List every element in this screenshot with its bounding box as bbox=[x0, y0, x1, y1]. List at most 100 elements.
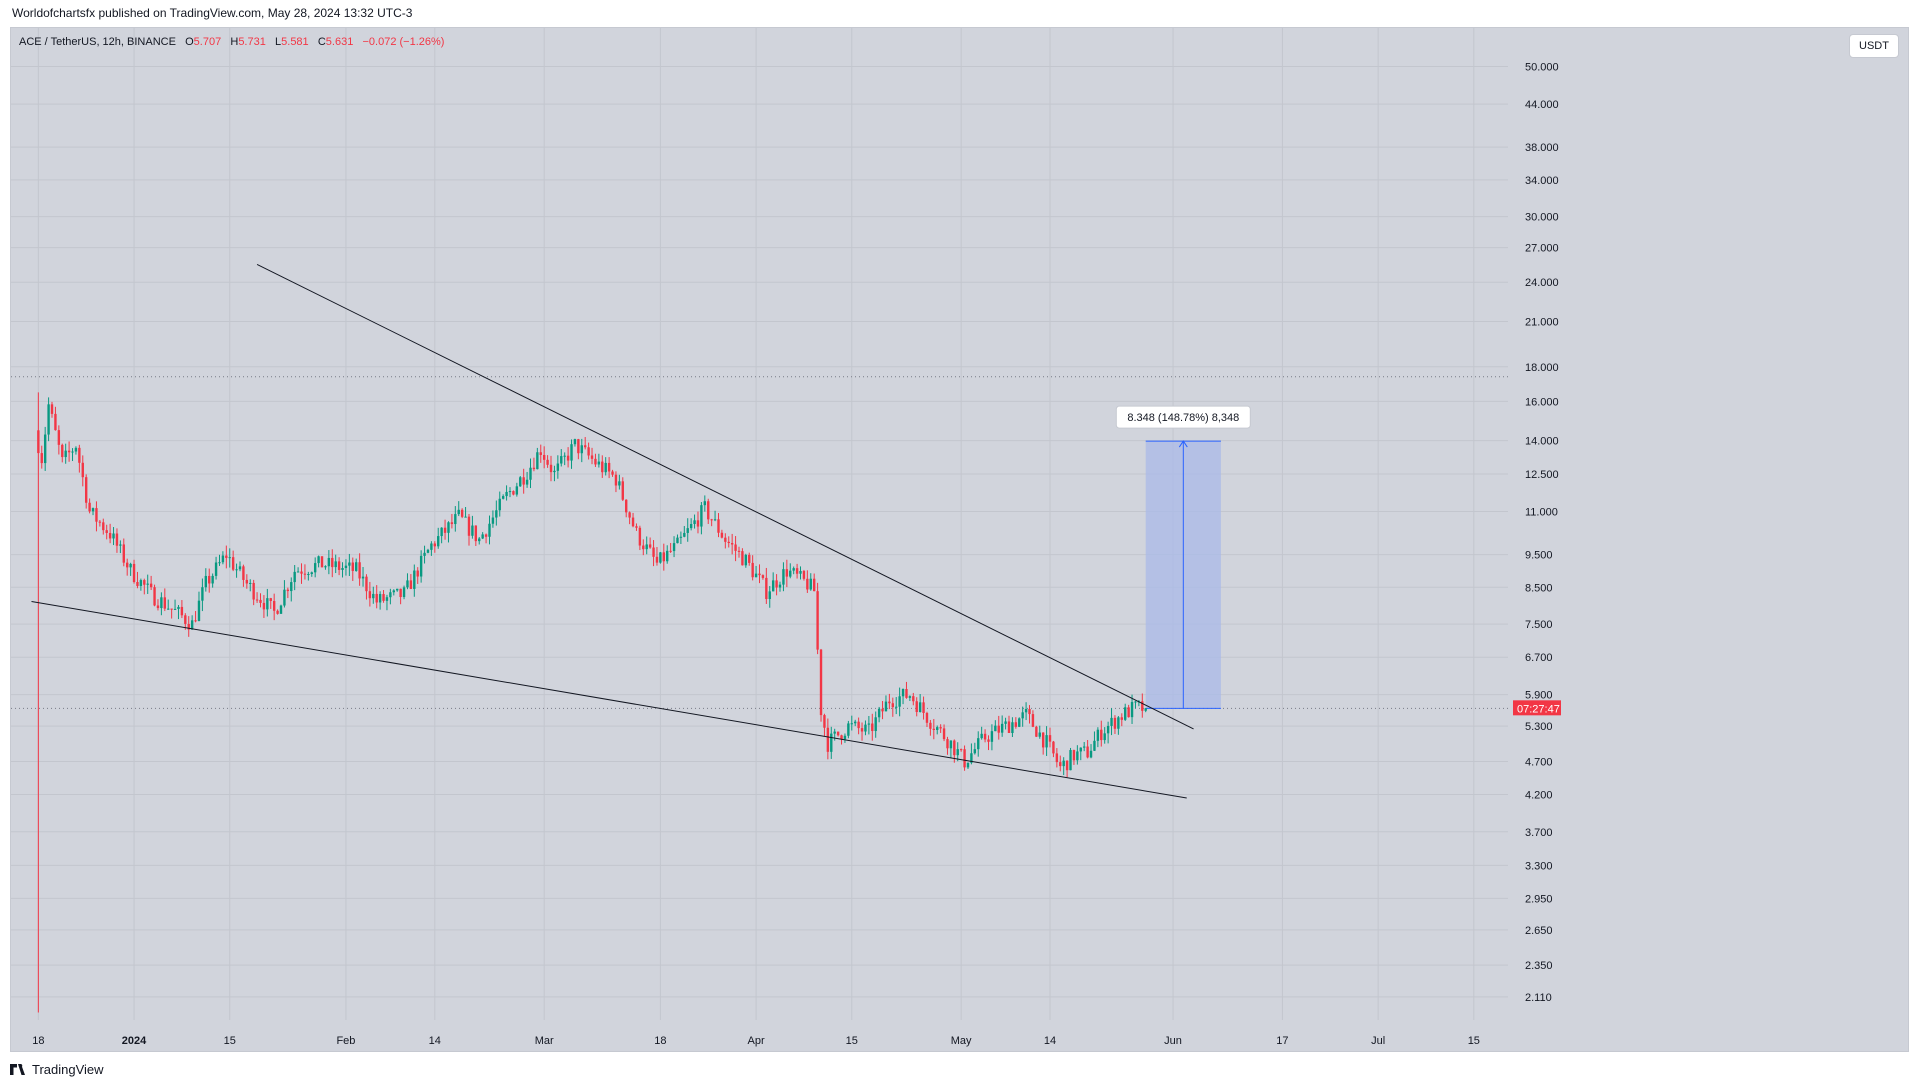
candle-body bbox=[734, 544, 737, 551]
candle bbox=[1045, 726, 1048, 756]
candle-body bbox=[918, 702, 922, 713]
candle-body bbox=[1024, 709, 1028, 713]
trend-lines[interactable] bbox=[31, 263, 1194, 799]
candle-body bbox=[737, 550, 741, 552]
candle-body bbox=[467, 516, 471, 536]
candle bbox=[778, 581, 782, 592]
candle bbox=[136, 571, 139, 589]
candle bbox=[344, 559, 348, 576]
candle-body bbox=[478, 538, 481, 542]
candle bbox=[532, 457, 536, 472]
candle-body bbox=[529, 467, 532, 480]
candle bbox=[430, 541, 433, 556]
candle bbox=[201, 578, 204, 612]
candle-body bbox=[1004, 721, 1007, 724]
candle bbox=[307, 571, 310, 581]
candle-body bbox=[102, 522, 105, 531]
candle-body bbox=[994, 725, 997, 732]
open-value: 5.707 bbox=[193, 36, 222, 48]
price-range-tool[interactable]: 8.348 (148.78%) 8,348 bbox=[1115, 405, 1251, 709]
candle-body bbox=[358, 562, 361, 579]
candle-body bbox=[895, 706, 898, 708]
candle-body bbox=[290, 582, 293, 592]
x-tick-label: 15 bbox=[846, 1035, 858, 1047]
candle-body bbox=[744, 554, 748, 566]
candle bbox=[95, 501, 98, 532]
candle-body bbox=[683, 532, 686, 537]
candle-body bbox=[864, 724, 867, 732]
candle-body bbox=[669, 550, 672, 552]
candle bbox=[761, 574, 765, 580]
upper-trend-line[interactable] bbox=[256, 263, 1194, 730]
candle bbox=[64, 443, 67, 464]
candle bbox=[37, 392, 40, 1013]
candle-body bbox=[525, 479, 529, 485]
candle bbox=[378, 591, 382, 610]
candle-body bbox=[532, 467, 536, 470]
price-axis[interactable]: 2.110 2.350 2.650 2.950 3.300 3.700 4.200 4.700… bbox=[1513, 62, 1561, 1004]
candle bbox=[57, 425, 61, 455]
candle bbox=[423, 545, 426, 564]
candle-body bbox=[368, 591, 372, 599]
candle bbox=[672, 536, 676, 558]
x-tick-label: 18 bbox=[654, 1035, 666, 1047]
publication-header: Worldofchartsfx published on TradingView… bbox=[12, 6, 413, 20]
candle-body bbox=[508, 491, 512, 493]
candle-body bbox=[672, 543, 676, 552]
currency-button[interactable]: USDT bbox=[1849, 34, 1899, 58]
tradingview-logo[interactable]: TradingView bbox=[10, 1062, 104, 1077]
candle-body bbox=[385, 597, 389, 601]
candle bbox=[102, 518, 105, 535]
candle bbox=[495, 500, 498, 526]
candle-body bbox=[1124, 707, 1127, 720]
candle bbox=[587, 442, 590, 460]
candle-body bbox=[536, 452, 539, 470]
candle-body bbox=[320, 556, 324, 568]
candle-body bbox=[122, 544, 125, 563]
candle-body bbox=[488, 523, 491, 537]
y-tick-label: 38.000 bbox=[1525, 142, 1559, 154]
time-axis[interactable]: 18 2024 15 Feb 14 Mar 18 Apr 15 May 14 Jun 17 Jul 15 bbox=[32, 1035, 1480, 1047]
price-range-arrow-head bbox=[1178, 440, 1188, 448]
candle bbox=[440, 527, 443, 544]
candle bbox=[78, 444, 81, 473]
candle bbox=[409, 574, 413, 590]
candle-body bbox=[659, 552, 662, 563]
candle bbox=[597, 453, 601, 468]
price-chart[interactable]: 8.348 (148.78%) 8,348 2.110 2.350 2.650 2.9… bbox=[11, 28, 1909, 1052]
candle bbox=[679, 531, 683, 545]
candle-body bbox=[840, 735, 843, 740]
candle bbox=[464, 506, 467, 518]
candle bbox=[1110, 708, 1113, 736]
candle-body bbox=[501, 496, 505, 499]
x-tick-label: 15 bbox=[1468, 1035, 1480, 1047]
candle bbox=[748, 552, 751, 566]
candle bbox=[686, 518, 689, 542]
candle-body bbox=[990, 731, 994, 742]
candle-body bbox=[936, 727, 939, 730]
candle-body bbox=[498, 498, 501, 511]
candle-body bbox=[638, 527, 642, 546]
candle-body bbox=[1041, 732, 1045, 748]
candle bbox=[536, 447, 539, 470]
candle bbox=[1007, 715, 1011, 734]
candle bbox=[484, 533, 488, 544]
candle-body bbox=[310, 572, 313, 575]
candle-body bbox=[696, 520, 700, 527]
candle bbox=[833, 728, 836, 741]
candle bbox=[1000, 715, 1004, 737]
candle bbox=[443, 519, 447, 540]
candle bbox=[197, 591, 201, 622]
candle-body bbox=[676, 537, 679, 544]
candle bbox=[669, 542, 672, 553]
candle-body bbox=[973, 749, 977, 754]
candle-body bbox=[843, 735, 847, 740]
chart-pane[interactable]: 8.348 (148.78%) 8,348 2.110 2.350 2.650 2.9… bbox=[10, 27, 1909, 1052]
candle bbox=[737, 546, 741, 558]
lower-trend-line[interactable] bbox=[31, 600, 1187, 799]
candle-body bbox=[1076, 751, 1079, 761]
candle bbox=[662, 543, 665, 571]
candle-body bbox=[170, 608, 173, 610]
candle-body bbox=[1028, 709, 1031, 715]
candle-body bbox=[758, 573, 761, 576]
